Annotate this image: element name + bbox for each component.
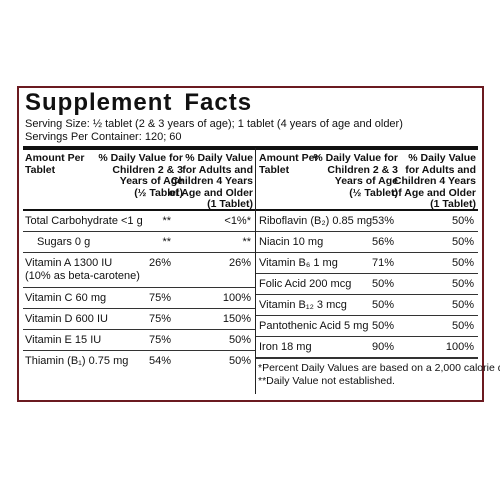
table-row: Pantothenic Acid 5 mg 50% 50% — [256, 316, 478, 337]
right-column: Amount Per Tablet % Daily Value for Chil… — [256, 150, 500, 388]
amount-header: Amount Per Tablet — [259, 152, 319, 176]
table-row: Iron 18 mg 90% 100% — [256, 337, 478, 358]
table-row: Folic Acid 200 mcg 50% 50% — [256, 274, 478, 295]
table-row: Vitamin A 1300 IU (10% as beta-carotene)… — [23, 253, 255, 288]
table-row: Riboflavin (B₂) 0.85 mg 53% 50% — [256, 211, 478, 232]
title-left: Supplement — [25, 89, 173, 116]
footnote-not-established: **Daily Value not established. — [258, 375, 395, 387]
right-header: Amount Per Tablet % Daily Value for Chil… — [256, 150, 478, 211]
footnote-daily-value: *Percent Daily Values are based on a 2,0… — [258, 362, 500, 374]
amount-header: Amount Per Tablet — [25, 152, 85, 176]
table-row: Vitamin E 15 IU 75% 50% — [23, 330, 255, 351]
footnotes: *Percent Daily Values are based on a 2,0… — [256, 358, 500, 388]
dv-children-header: % Daily Value for Children 2 & 3 Years o… — [98, 152, 183, 199]
table-row: Vitamin B₆ 1 mg 71% 50% — [256, 253, 478, 274]
table-row: Vitamin C 60 mg 75% 100% — [23, 288, 255, 309]
dv-children-header: % Daily Value for Children 2 & 3 Years o… — [313, 152, 398, 199]
panel-title: Supplement Facts — [25, 88, 252, 118]
table-row: Thiamin (B₁) 0.75 mg 54% 50% — [25, 355, 251, 367]
table-row: Vitamin B₁₂ 3 mcg 50% 50% — [256, 295, 478, 316]
header-rule — [23, 146, 478, 150]
left-column: Amount Per Tablet % Daily Value for Chil… — [23, 150, 255, 371]
serving-size: Serving Size: ½ tablet (2 & 3 years of a… — [25, 118, 403, 130]
table-row: Vitamin D 600 IU 75% 150% — [23, 309, 255, 330]
table-row: Niacin 10 mg 56% 50% — [256, 232, 478, 253]
servings-per-container: Servings Per Container: 120; 60 — [25, 131, 182, 143]
column-divider — [255, 148, 256, 394]
title-right: Facts — [184, 89, 253, 116]
dv-adults-header: % Daily Value for Adults and Children 4 … — [168, 152, 253, 210]
dv-adults-header: % Daily Value for Adults and Children 4 … — [391, 152, 476, 210]
supplement-facts-panel: Supplement Facts Serving Size: ½ tablet (… — [17, 86, 500, 402]
left-header: Amount Per Tablet % Daily Value for Chil… — [23, 150, 255, 211]
table-row: Sugars 0 g ** ** — [23, 232, 255, 253]
table-row: Total Carbohydrate <1 g ** <1%* — [23, 211, 255, 232]
